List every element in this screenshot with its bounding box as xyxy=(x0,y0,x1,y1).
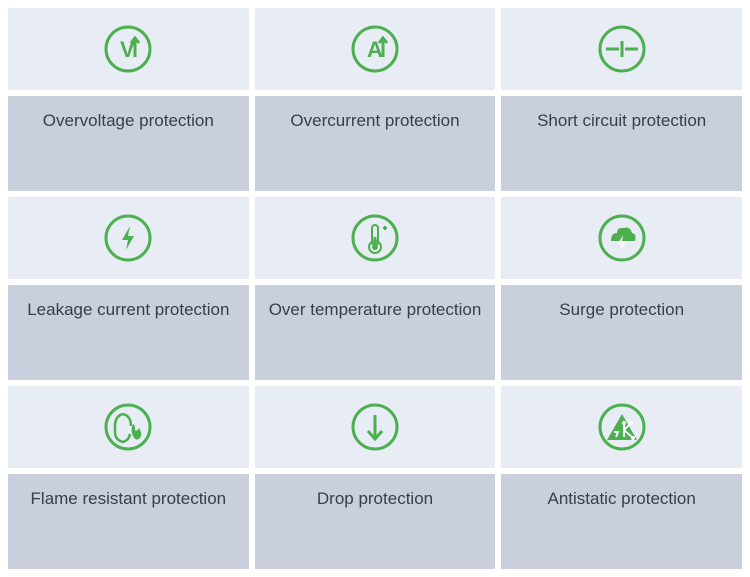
feature-label-text: Antistatic protection xyxy=(547,488,695,510)
feature-label-text: Drop protection xyxy=(317,488,433,510)
flame-icon xyxy=(103,402,153,452)
feature-label: Short circuit protection xyxy=(501,96,742,191)
overvoltage-icon: V xyxy=(103,24,153,74)
feature-label: Overvoltage protection xyxy=(8,96,249,191)
icon-cell xyxy=(255,386,496,468)
icon-cell xyxy=(255,197,496,279)
feature-label: Surge protection xyxy=(501,285,742,380)
feature-label: Over temperature protection xyxy=(255,285,496,380)
icon-cell xyxy=(8,386,249,468)
short-circuit-icon xyxy=(597,24,647,74)
feature-label: Antistatic protection xyxy=(501,474,742,569)
feature-label-text: Overcurrent protection xyxy=(290,110,459,132)
feature-label: Drop protection xyxy=(255,474,496,569)
leakage-icon xyxy=(103,213,153,263)
overcurrent-icon: A xyxy=(350,24,400,74)
feature-label-text: Surge protection xyxy=(559,299,684,321)
protection-grid: V A Overvoltage protection xyxy=(8,8,742,569)
feature-label-text: Flame resistant protection xyxy=(31,488,227,510)
feature-label: Flame resistant protection xyxy=(8,474,249,569)
icon-cell xyxy=(501,386,742,468)
icon-cell xyxy=(8,197,249,279)
antistatic-icon xyxy=(597,402,647,452)
feature-label-text: Overvoltage protection xyxy=(43,110,214,132)
feature-label: Leakage current protection xyxy=(8,285,249,380)
feature-label-text: Over temperature protection xyxy=(269,299,482,321)
icon-cell xyxy=(501,8,742,90)
icon-cell: V xyxy=(8,8,249,90)
icon-cell: A xyxy=(255,8,496,90)
feature-label: Overcurrent protection xyxy=(255,96,496,191)
feature-label-text: Leakage current protection xyxy=(27,299,229,321)
over-temperature-icon xyxy=(350,213,400,263)
surge-icon xyxy=(597,213,647,263)
feature-label-text: Short circuit protection xyxy=(537,110,706,132)
drop-icon xyxy=(350,402,400,452)
icon-cell xyxy=(501,197,742,279)
